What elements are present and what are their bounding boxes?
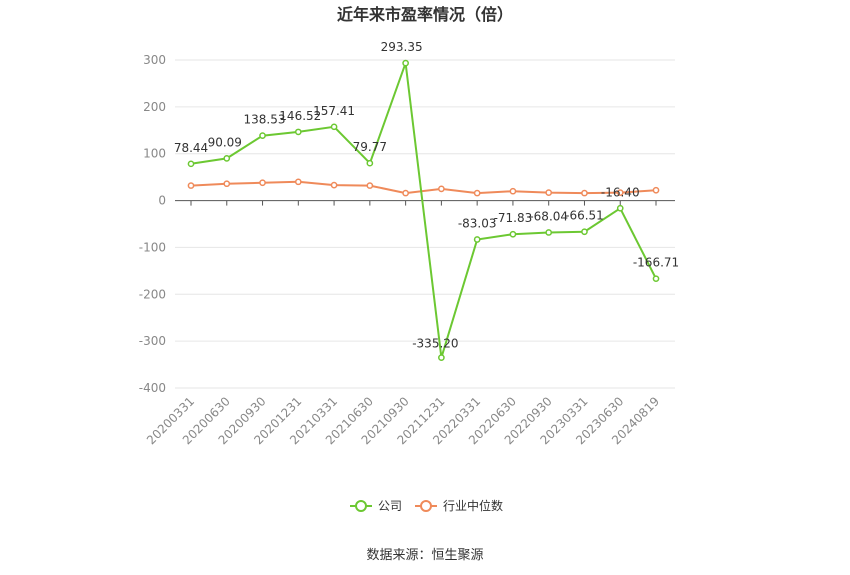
legend-swatch-marker — [420, 500, 432, 512]
data-label: 157.41 — [313, 104, 355, 118]
series-line-1 — [190, 180, 657, 195]
data-point — [509, 230, 517, 238]
y-tick-label: -300 — [139, 334, 166, 348]
legend-label: 行业中位数 — [443, 498, 503, 513]
data-label: 146.52 — [279, 109, 321, 123]
data-point — [187, 182, 195, 189]
data-point — [294, 128, 302, 136]
grid-lines — [175, 59, 675, 389]
y-tick-label: 300 — [143, 53, 166, 67]
y-tick-label: -400 — [139, 381, 166, 395]
data-point — [223, 155, 231, 162]
data-point — [581, 189, 588, 197]
series-line-0 — [190, 62, 657, 358]
data-point — [366, 182, 374, 189]
data-point — [581, 228, 588, 236]
y-tick-label: -100 — [139, 240, 166, 254]
series-layer — [187, 59, 660, 361]
data-point — [330, 181, 338, 189]
data-point — [402, 59, 409, 67]
y-tick-label: 100 — [143, 147, 166, 161]
data-point — [330, 123, 338, 131]
data-label: 79.77 — [353, 140, 387, 154]
data-label: -83.03 — [458, 216, 497, 230]
data-point — [366, 159, 374, 167]
data-point — [438, 185, 445, 193]
legend-label: 公司 — [378, 499, 402, 513]
y-tick-label: 200 — [143, 100, 166, 114]
data-label: -68.04 — [529, 209, 568, 223]
y-axis: 300 200 100 0 -100 -200 -300 -400 — [139, 53, 166, 395]
data-point — [223, 180, 231, 188]
chart-title: 近年来市盈率情况（倍） — [337, 5, 513, 24]
legend: 公司 行业中位数 — [350, 498, 503, 513]
data-label: -166.71 — [633, 256, 679, 270]
data-point — [652, 186, 660, 194]
data-point — [187, 160, 195, 168]
data-label: 78.44 — [174, 141, 208, 155]
data-point — [438, 354, 445, 361]
data-label: -71.83 — [494, 211, 533, 225]
source-note: 数据来源：恒生聚源 — [366, 548, 483, 563]
data-label: -335.20 — [412, 337, 458, 351]
legend-swatch-marker — [355, 500, 367, 512]
y-tick-label: -200 — [139, 287, 166, 301]
data-point — [652, 275, 660, 283]
data-point — [294, 178, 302, 186]
data-point — [545, 189, 553, 196]
data-point — [616, 204, 624, 212]
x-axis: 2020033120200630202009302020123120210331… — [144, 200, 662, 447]
data-point — [402, 189, 409, 197]
data-label: 90.09 — [208, 135, 242, 149]
data-point — [259, 132, 266, 140]
data-label: 293.35 — [381, 40, 423, 54]
data-label: 138.53 — [244, 113, 286, 127]
data-point — [473, 236, 481, 243]
data-point — [545, 229, 553, 236]
data-point — [259, 179, 266, 187]
data-point — [473, 189, 481, 197]
data-label: -16.40 — [601, 185, 640, 199]
data-point — [616, 189, 624, 196]
data-label: -66.51 — [565, 209, 604, 223]
data-point — [509, 187, 517, 195]
y-tick-label: 0 — [158, 194, 166, 208]
